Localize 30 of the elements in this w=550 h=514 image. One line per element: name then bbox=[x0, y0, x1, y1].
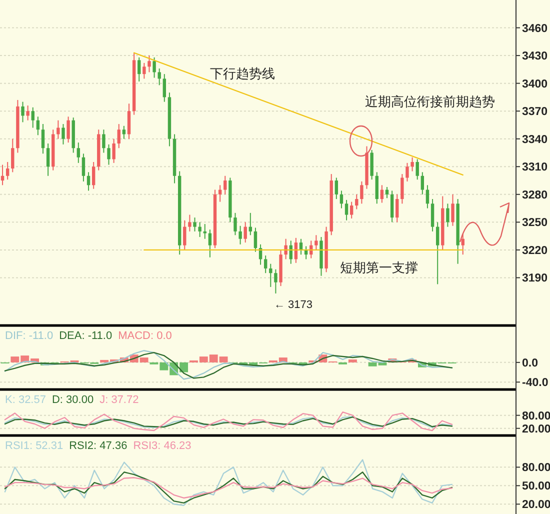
y-tick-label: 3460 bbox=[522, 22, 548, 35]
y-tick-label: 3190 bbox=[522, 272, 548, 285]
series-label: MACD: 0.0 bbox=[118, 330, 172, 342]
series-label: RSI2: 47.36 bbox=[69, 440, 128, 452]
y-tick-label: 80.00 bbox=[522, 462, 550, 474]
y-tick-label: 3220 bbox=[522, 244, 548, 257]
series-label: K: 32.57 bbox=[5, 394, 46, 406]
y-tick-label: 0.0 bbox=[522, 357, 538, 370]
text: DIF: -11.0 bbox=[5, 330, 54, 342]
y-tick-label: 50.00 bbox=[522, 480, 550, 493]
y-tick-label: 20.00 bbox=[522, 499, 550, 512]
series-label: J: 37.72 bbox=[100, 394, 139, 406]
y-tick-label: 3340 bbox=[522, 134, 548, 146]
annotation: 近期高位衔接前期趋势 bbox=[365, 94, 495, 109]
y-tick-label: 20.00 bbox=[522, 423, 550, 436]
series-label: DEA: -11.0 bbox=[59, 330, 112, 342]
annotation: ← 3173 bbox=[274, 299, 313, 311]
annotation: 下行趋势线 bbox=[210, 66, 275, 81]
series-label: D: 30.00 bbox=[52, 394, 94, 406]
y-tick-label: 3370 bbox=[522, 106, 548, 118]
y-tick-label: 80.00 bbox=[522, 410, 550, 422]
annotation: 短期第一支撑 bbox=[340, 260, 418, 275]
y-tick-label: 3250 bbox=[522, 217, 548, 230]
y-tick-label: 3400 bbox=[522, 78, 548, 90]
text: RSI3: 46.23 bbox=[133, 440, 192, 452]
y-tick-label: 3280 bbox=[522, 189, 548, 202]
y-tick-label: 3430 bbox=[522, 50, 548, 63]
y-tick-label: -40.0 bbox=[522, 377, 548, 390]
y-tick-label: 3310 bbox=[522, 162, 548, 174]
series-label: RSI1: 52.31 bbox=[5, 440, 64, 452]
